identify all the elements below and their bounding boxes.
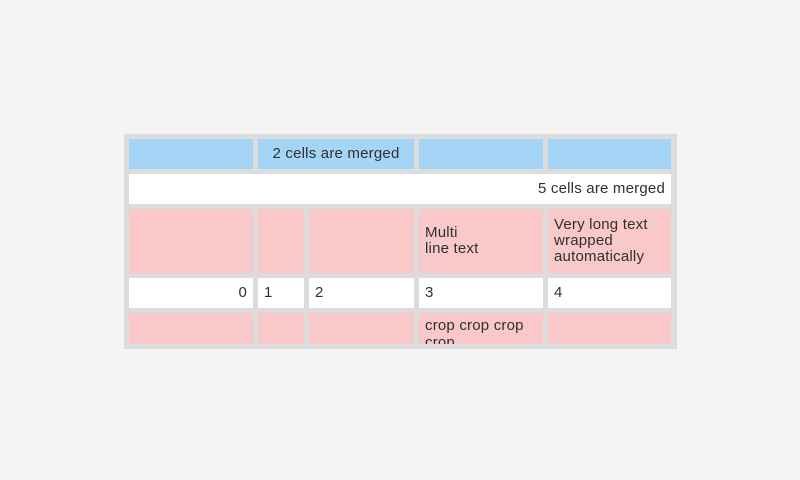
- header-cell-r1c1: [129, 139, 253, 169]
- pink-cell-r5c2: [258, 313, 304, 344]
- pink-cell-r3c3: [309, 209, 414, 273]
- cropped-text-cell: crop crop crop crop: [419, 313, 543, 344]
- number-cell-4: 4: [548, 278, 671, 308]
- number-cell-0: 0: [129, 278, 253, 308]
- wrapped-text-cell: Very long text wrapped automatically: [548, 209, 671, 273]
- pink-cell-r5c1: [129, 313, 253, 344]
- pink-cell-r3c2: [258, 209, 304, 273]
- table-grid: 2 cells are merged 5 cells are merged Mu…: [129, 139, 671, 344]
- header-cell-r1c4: [419, 139, 543, 169]
- multi-line-text-cell: Multi line text: [419, 209, 543, 273]
- pink-cell-r5c5: [548, 313, 671, 344]
- merged-2-cells: 2 cells are merged: [258, 139, 414, 169]
- number-cell-3: 3: [419, 278, 543, 308]
- table-widget: 2 cells are merged 5 cells are merged Mu…: [124, 134, 677, 349]
- pink-cell-r3c1: [129, 209, 253, 273]
- header-cell-r1c5: [548, 139, 671, 169]
- number-cell-1: 1: [258, 278, 304, 308]
- table-clip-area: 2 cells are merged 5 cells are merged Mu…: [129, 139, 672, 344]
- number-cell-2: 2: [309, 278, 414, 308]
- merged-5-cells: 5 cells are merged: [129, 174, 671, 204]
- pink-cell-r5c3: [309, 313, 414, 344]
